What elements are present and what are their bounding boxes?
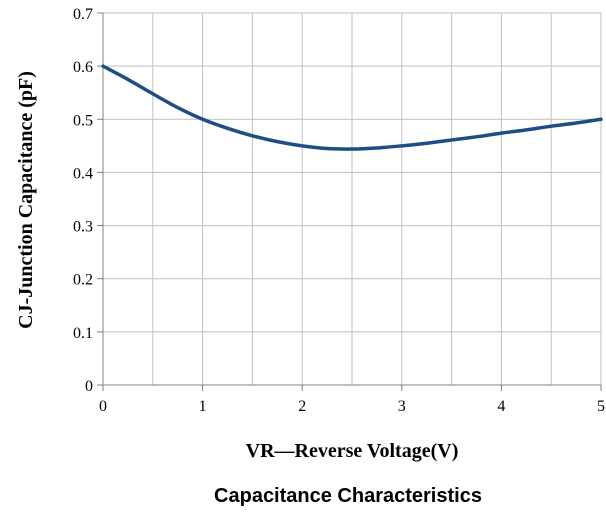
x-tick-label: 5 xyxy=(597,398,605,415)
y-tick-label: 0 xyxy=(85,378,93,395)
x-tick-label: 0 xyxy=(99,398,107,415)
series-layer xyxy=(101,64,603,151)
series-line xyxy=(101,64,603,151)
y-tick-label: 0.5 xyxy=(73,112,93,129)
x-tick-labels: 0 1 2 3 4 5 xyxy=(99,398,605,415)
y-tick-label: 0.2 xyxy=(73,272,93,289)
y-tick-label: 0.4 xyxy=(73,165,93,182)
y-tick-label: 0.6 xyxy=(73,59,93,76)
x-axis-title: VR—Reverse Voltage(V) xyxy=(246,440,459,462)
axes xyxy=(97,12,602,391)
y-axis-title: CJ-Junction Capacitance (pF) xyxy=(15,71,37,329)
y-tick-labels: 0 0.1 0.2 0.3 0.4 0.5 0.6 0.7 xyxy=(73,6,93,395)
x-tick-label: 4 xyxy=(497,398,505,415)
grid xyxy=(102,12,602,386)
x-tick-label: 2 xyxy=(298,398,306,415)
y-tick-label: 0.7 xyxy=(73,6,93,23)
y-tick-label: 0.3 xyxy=(73,219,93,236)
x-tick-label: 1 xyxy=(199,398,207,415)
y-tick-label: 0.1 xyxy=(73,325,93,342)
x-tick-label: 3 xyxy=(398,398,406,415)
chart-title: Capacitance Characteristics xyxy=(214,485,482,507)
